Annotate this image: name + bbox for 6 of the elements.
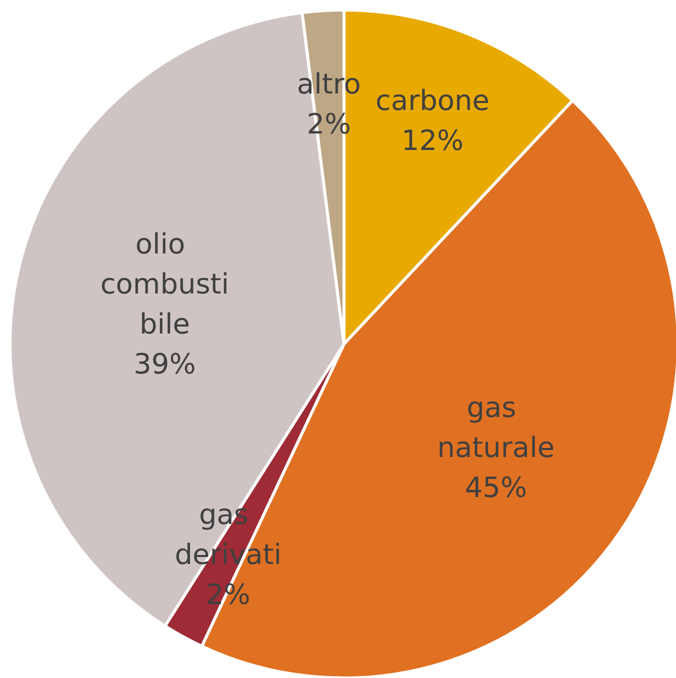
slice-label: olio combustibile [100,227,230,340]
slice-label: carbone [376,84,490,117]
slice-label: gas naturale [437,390,555,464]
data-label: 12% [401,124,464,157]
data-label: 39% [134,347,196,380]
data-label: 45% [464,470,528,504]
